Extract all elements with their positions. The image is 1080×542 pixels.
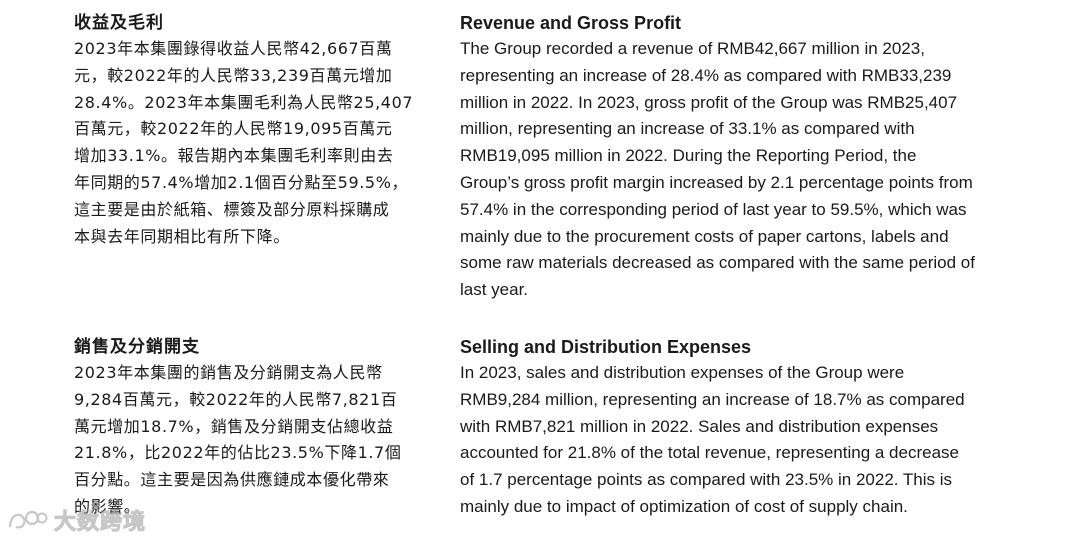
selling-zh-line: 2023年本集團的銷售及分銷開支為人民幣 — [74, 363, 383, 382]
revenue-zh-line: 百萬元，較2022年的人民幣19,095百萬元 — [74, 119, 393, 139]
revenue-zh-line: 這主要是由於紙箱、標簽及部分原料採購成 — [74, 199, 390, 219]
selling-zh-line: 萬元增加18.7%，銷售及分銷開支佔總收益 — [74, 416, 394, 436]
selling-en-block: Selling and Distribution Expenses In 202… — [460, 334, 1020, 521]
revenue-zh-block: 收益及毛利 2023年本集團錄得收益人民幣42,667百萬 元，較2022年的人… — [74, 10, 434, 250]
selling-en-line: with RMB7,821 million in 2022. Sales and… — [460, 416, 939, 436]
revenue-en-line: million in 2022. In 2023, gross profit o… — [460, 92, 958, 112]
revenue-en-line: RMB19,095 million in 2022. During the Re… — [460, 146, 917, 166]
revenue-zh-line: 年同期的57.4%增加2.1個百分點至59.5%， — [74, 172, 409, 192]
selling-zh-line: 的影響。 — [74, 496, 141, 516]
revenue-en-heading: Revenue and Gross Profit — [460, 13, 682, 33]
revenue-en-line: representing an increase of 28.4% as com… — [460, 65, 952, 85]
revenue-zh-line: 元，較2022年的人民幣33,239百萬元增加 — [74, 65, 393, 85]
revenue-en-line: Group’s gross profit margin increased by… — [460, 172, 973, 192]
revenue-zh-line: 增加33.1%。報告期內本集團毛利率則由去 — [74, 146, 394, 166]
selling-en-line: accounted for 21.8% of the total revenue… — [460, 443, 959, 463]
selling-zh-heading: 銷售及分銷開支 — [74, 337, 200, 357]
watermark-text: 大数跨境 — [53, 510, 147, 536]
selling-zh-line: 9,284百萬元，較2022年的人民幣7,821百 — [74, 389, 398, 409]
revenue-en-line: million, representing an increase of 33.… — [460, 119, 915, 139]
revenue-zh-heading: 收益及毛利 — [74, 13, 164, 33]
watermark: 大数跨境 — [6, 504, 146, 536]
revenue-en-line: The Group recorded a revenue of RMB42,66… — [460, 39, 925, 58]
selling-en-heading: Selling and Distribution Expenses — [460, 337, 752, 357]
revenue-zh-line: 本與去年同期相比有所下降。 — [74, 226, 290, 246]
selling-en-line: In 2023, sales and distribution expenses… — [460, 363, 905, 382]
revenue-en-block: Revenue and Gross Profit The Group recor… — [460, 10, 1020, 304]
watermark-logo-icon — [8, 510, 48, 529]
revenue-en-line: some raw materials decreased as compared… — [460, 253, 975, 273]
revenue-zh-line: 2023年本集團錄得收益人民幣42,667百萬 — [74, 39, 393, 58]
selling-zh-line: 百分點。這主要是因為供應鏈成本優化帶來 — [74, 470, 390, 490]
selling-en-line: mainly due to impact of optimization of … — [460, 496, 908, 516]
selling-zh-line: 21.8%，比2022年的佔比23.5%下降1.7個 — [74, 443, 402, 463]
selling-en-line: RMB9,284 million, representing an increa… — [460, 389, 965, 409]
revenue-en-line: last year. — [460, 280, 529, 300]
revenue-en-line: mainly due to the procurement costs of p… — [460, 226, 949, 246]
revenue-zh-line: 28.4%。2023年本集團毛利為人民幣25,407 — [74, 92, 414, 112]
selling-en-line: of 1.7 percentage points as compared wit… — [460, 470, 953, 490]
revenue-en-line: 57.4% in the corresponding period of las… — [460, 199, 967, 219]
selling-zh-block: 銷售及分銷開支 2023年本集團的銷售及分銷開支為人民幣 9,284百萬元，較2… — [74, 334, 434, 521]
